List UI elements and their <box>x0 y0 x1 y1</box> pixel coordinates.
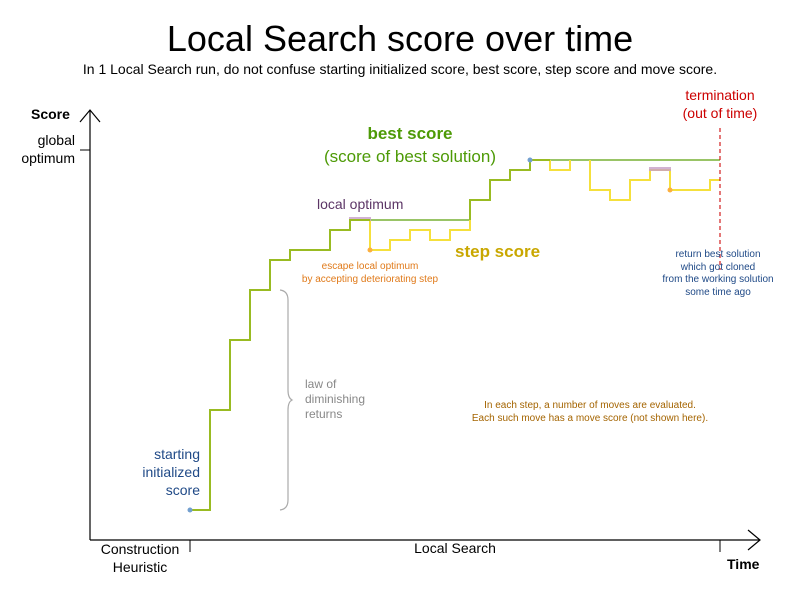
start-point <box>187 507 193 513</box>
best-score-label: best score (score of best solution) <box>290 122 530 168</box>
escape-line2: by accepting deteriorating step <box>301 273 439 285</box>
global-optimum-line2: optimum <box>21 150 75 166</box>
starting-line1: starting <box>154 446 200 462</box>
moves-note-line2: Each such move has a move score (not sho… <box>471 412 709 424</box>
local-search-label: Local Search <box>414 540 496 556</box>
moves-note: In each step, a number of moves are eval… <box>440 400 740 425</box>
step-score-label: step score <box>455 242 541 261</box>
phase-label-line1: Construction <box>100 541 180 557</box>
escape-line1: escape local optimum <box>321 261 419 272</box>
step-score-line-2 <box>549 160 720 201</box>
global-optimum-label: global optimum <box>21 131 75 167</box>
best-point <box>527 157 533 163</box>
escape-point-2 <box>667 187 673 193</box>
diminishing-returns-label: law of diminishing returns <box>305 377 365 422</box>
return-best-label: return best solution which got cloned fr… <box>648 249 788 299</box>
starting-score-label: starting initialized score <box>142 445 200 499</box>
starting-line3: score <box>165 482 200 498</box>
page-title: Local Search score over time <box>166 18 634 59</box>
return-line4: some time ago <box>685 286 751 298</box>
escape-label: escape local optimum by accepting deteri… <box>290 261 450 286</box>
subtitle: In 1 Local Search run, do not confuse st… <box>82 61 718 77</box>
x-axis-arrow <box>747 529 761 551</box>
global-optimum-line1: global <box>37 132 75 148</box>
construction-heuristic-label: Construction Heuristic <box>90 540 190 576</box>
step-score-line-1 <box>369 220 471 251</box>
phase-label-line2: Heuristic <box>112 559 168 575</box>
termination-line1: termination <box>685 87 755 103</box>
x-axis-label: Time <box>727 556 760 572</box>
starting-line2: initialized <box>142 464 200 480</box>
best-score-title: best score <box>367 124 453 143</box>
termination-line2: (out of time) <box>682 105 758 121</box>
diminishing-line2: diminishing <box>305 392 366 406</box>
diminishing-line3: returns <box>305 407 343 421</box>
return-line3: from the working solution <box>662 274 774 285</box>
diminishing-line1: law of <box>305 377 337 391</box>
y-axis-label: Score <box>31 106 70 122</box>
escape-point-1 <box>367 247 373 253</box>
termination-label: termination (out of time) <box>660 86 780 122</box>
diminishing-returns-brace <box>279 289 294 511</box>
step-score-climb <box>190 159 550 511</box>
moves-note-line1: In each step, a number of moves are eval… <box>484 400 696 411</box>
best-score-subtitle: (score of best solution) <box>324 147 496 166</box>
return-line1: return best solution <box>675 249 761 260</box>
local-optimum-label: local optimum <box>317 196 404 212</box>
y-axis-arrow <box>79 109 101 123</box>
return-line2: which got cloned <box>680 261 756 273</box>
